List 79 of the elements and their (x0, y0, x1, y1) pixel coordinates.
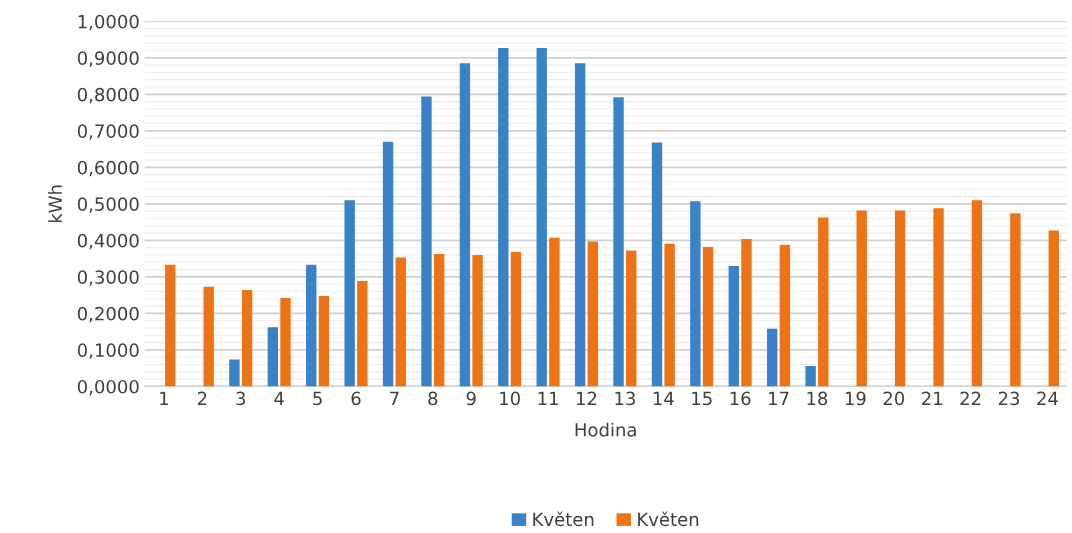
bar (421, 96, 432, 387)
x-tick-label: 6 (351, 391, 361, 406)
bar (536, 47, 547, 387)
bar (433, 253, 445, 387)
x-tick-label: 13 (615, 391, 635, 406)
x-tick-label: 1 (160, 391, 168, 406)
bar (587, 241, 598, 387)
bar (818, 217, 829, 387)
y-tick-label: 0,9000 (77, 51, 139, 67)
x-tick-label: 23 (998, 391, 1020, 406)
y-tick-label: 0,4000 (77, 233, 139, 250)
bar (971, 200, 983, 387)
bar (395, 257, 406, 387)
x-tick-label: 12 (576, 391, 597, 406)
bar (459, 63, 471, 387)
y-tick-label: 0,7000 (77, 124, 139, 140)
y-tick-label: 0,5000 (77, 197, 139, 213)
y-tick-label: 0,0000 (77, 379, 139, 396)
bar (203, 286, 214, 387)
x-tick-label: 18 (807, 391, 828, 406)
x-tick-label: 2 (197, 391, 207, 406)
bar (344, 200, 355, 387)
x-tick-label: 8 (428, 391, 438, 406)
bar (229, 359, 240, 387)
bar (574, 63, 586, 387)
x-tick-label: 21 (922, 391, 943, 406)
x-tick-label: 24 (1037, 391, 1058, 406)
y-tick-label: 1,0000 (78, 14, 139, 31)
bar (779, 244, 791, 387)
bar (318, 295, 330, 387)
x-tick-label: 3 (236, 391, 246, 406)
bar (741, 238, 752, 387)
x-tick-label: 22 (960, 391, 981, 406)
bar (805, 365, 816, 387)
bar (306, 264, 317, 387)
bar (1048, 230, 1059, 387)
y-tick-label: 0,6000 (77, 160, 139, 177)
bar (690, 201, 701, 387)
legend-label: Květen (533, 511, 594, 527)
x-tick-label: 4 (274, 391, 284, 406)
bar (651, 142, 663, 387)
bar (1010, 213, 1021, 387)
x-tick-label: 7 (390, 391, 399, 406)
bar (767, 328, 778, 387)
x-tick-label: 9 (466, 391, 476, 406)
x-tick-label: 16 (730, 391, 751, 406)
x-tick-label: 17 (769, 391, 789, 406)
x-tick-label: 19 (845, 391, 866, 406)
x-axis-title: Hodina (575, 422, 636, 437)
bar (613, 97, 624, 387)
bar (894, 210, 906, 387)
x-tick-label: 15 (692, 391, 712, 406)
bar (626, 250, 637, 387)
bar (498, 47, 509, 387)
bar (165, 264, 176, 387)
bar (357, 280, 368, 387)
y-tick-label: 0,2000 (77, 306, 139, 323)
y-tick-label: 0,3000 (77, 270, 139, 286)
bar (472, 254, 483, 387)
x-tick-label: 5 (313, 391, 322, 406)
bar (549, 237, 560, 387)
y-axis-title: kWh (48, 185, 62, 223)
bar (510, 252, 522, 387)
legend-label: Květen (638, 511, 699, 527)
x-tick-label: 20 (883, 391, 905, 406)
bar (382, 141, 394, 387)
x-tick-label: 11 (538, 391, 558, 406)
bar (280, 298, 291, 387)
bar (933, 208, 944, 387)
bar (702, 246, 714, 387)
x-tick-label: 14 (653, 391, 674, 406)
bar (728, 265, 739, 387)
bar (267, 327, 279, 387)
y-tick-label: 0,1000 (77, 343, 139, 359)
bar (856, 210, 867, 387)
x-tick-label: 10 (500, 391, 520, 406)
bar (664, 243, 675, 387)
y-tick-label: 0,8000 (77, 87, 139, 104)
bar (241, 290, 253, 387)
